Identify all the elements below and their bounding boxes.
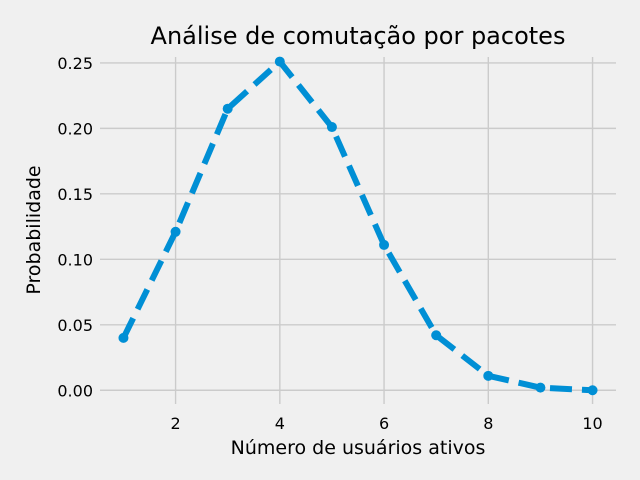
chart-title: Análise de comutação por pacotes (151, 22, 566, 50)
x-tick-labels: 2 4 6 8 10 (170, 414, 602, 433)
y-tick-label: 0.20 (57, 119, 93, 138)
data-point (326, 122, 337, 133)
data-point (170, 226, 181, 237)
data-point (118, 332, 129, 343)
grid (100, 57, 616, 404)
x-tick-label: 4 (275, 414, 285, 433)
x-axis-label: Número de usuários ativos (231, 437, 486, 459)
x-tick-label: 6 (379, 414, 389, 433)
y-tick-label: 0.15 (57, 185, 93, 204)
y-tick-label: 0.05 (57, 316, 93, 335)
y-tick-label: 0.25 (57, 54, 93, 73)
data-point (431, 330, 442, 341)
series-markers (118, 56, 598, 396)
x-tick-label: 10 (582, 414, 602, 433)
data-point (379, 239, 390, 250)
data-point (483, 370, 494, 381)
data-point (222, 103, 233, 114)
data-point (535, 382, 546, 393)
data-point (587, 385, 598, 396)
x-tick-label: 2 (170, 414, 180, 433)
y-tick-label: 0.00 (57, 381, 93, 400)
x-tick-label: 8 (483, 414, 493, 433)
y-tick-label: 0.10 (57, 250, 93, 269)
data-point (274, 56, 285, 67)
y-axis-label: Probabilidade (23, 165, 45, 294)
y-tick-labels: 0.00 0.05 0.10 0.15 0.20 0.25 (57, 54, 93, 400)
